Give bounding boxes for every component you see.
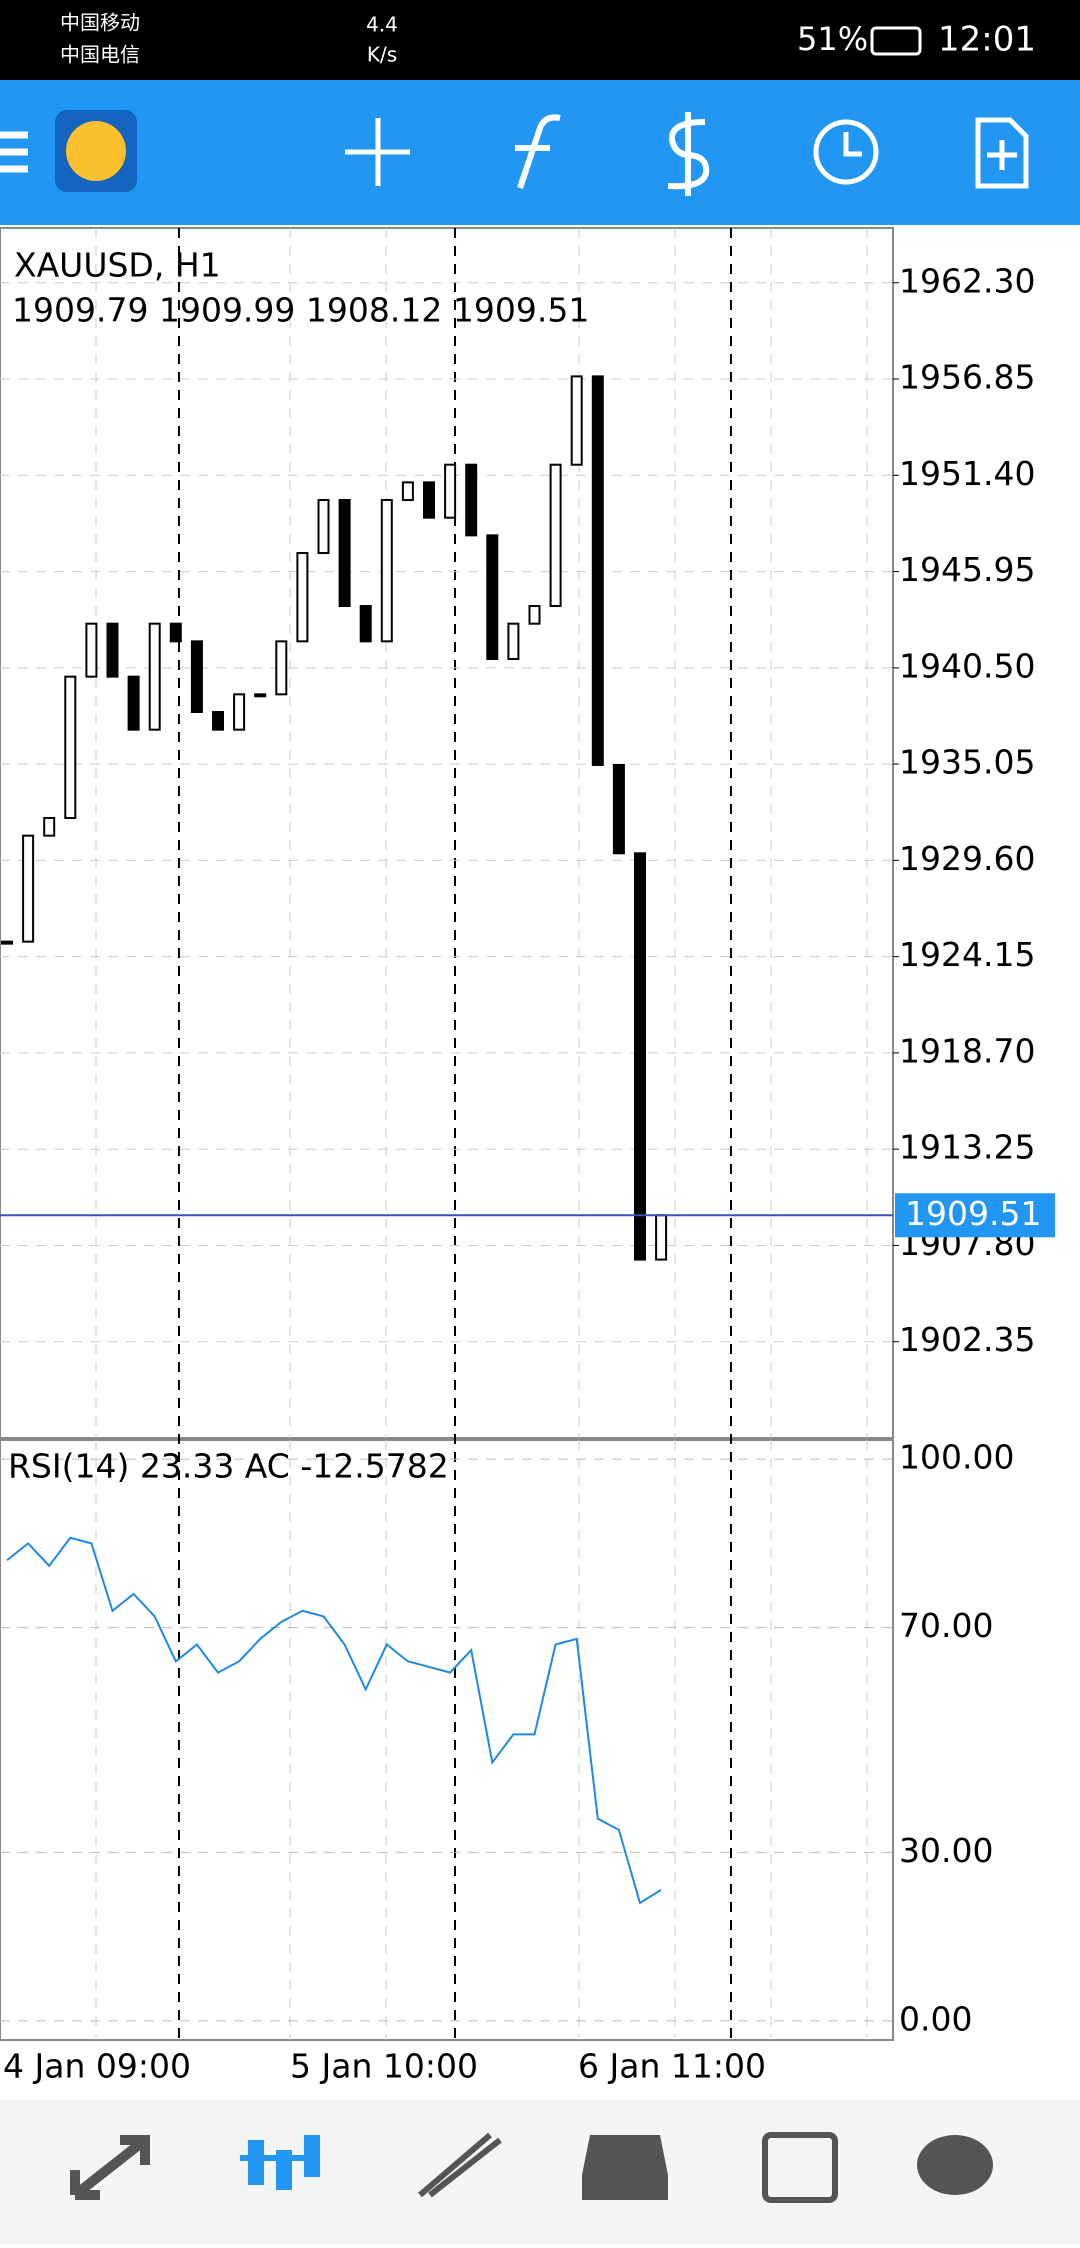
x-tick-label: 6 Jan 11:00 (578, 2047, 766, 2086)
y-tick-label: 1945.95 (899, 550, 1035, 589)
candle (233, 693, 246, 731)
candle (465, 463, 478, 537)
candle (317, 499, 330, 555)
history-button[interactable] (813, 119, 879, 185)
y-tick-label: 1924.15 (899, 935, 1035, 974)
y-tick-label: 70.00 (899, 1606, 993, 1645)
battery: 51% (797, 20, 868, 58)
ohlc-values: 1909.79 1909.99 1908.12 1909.51 (12, 291, 589, 330)
chart: 1962.30 1956.85 1951.40 1945.95 1940.50 1935.… (0, 227, 1055, 2086)
news-tab[interactable] (762, 2132, 838, 2203)
current-price-box (895, 1193, 1055, 1238)
app-logo-mark (66, 121, 126, 181)
symbol-title: XAUUSD, H1 (14, 246, 221, 285)
y-tick-label: 0.00 (899, 1999, 972, 2038)
y-tick-label: 1940.50 (899, 646, 1035, 685)
chart-tab[interactable] (240, 2135, 320, 2190)
rsi-label: RSI(14) 23.33 AC -12.5782 (8, 1447, 449, 1486)
candle (634, 852, 646, 1261)
candle (549, 463, 562, 608)
rsi-panel (0, 1439, 894, 2041)
candle (106, 622, 119, 678)
candle (212, 711, 224, 731)
candle (190, 640, 203, 714)
candle (486, 534, 499, 661)
candle (254, 693, 267, 698)
candle (22, 834, 35, 943)
candle (275, 640, 288, 696)
trade-tab[interactable] (418, 2132, 502, 2198)
x-tick-label: 5 Jan 10:00 (290, 2047, 478, 2086)
y-tick-label: 100.00 (899, 1438, 1014, 1477)
candle (423, 481, 435, 519)
y-tick-label: 30.00 (899, 1831, 993, 1870)
candle (64, 675, 77, 819)
y-tick-label: 1956.85 (899, 358, 1035, 397)
new-order-button[interactable] (975, 117, 1029, 189)
net-speed-unit: K/s (367, 43, 397, 67)
candle (401, 481, 414, 502)
y-tick-label: 1913.25 (899, 1128, 1035, 1167)
candle (591, 375, 604, 766)
candle (528, 605, 541, 625)
indicators-button[interactable] (515, 114, 561, 189)
y-tick-label: 1951.40 (899, 454, 1035, 493)
y-tick-label: 1902.35 (899, 1320, 1035, 1359)
y-tick-label: 1935.05 (899, 743, 1035, 782)
candle (296, 552, 309, 643)
candle (359, 605, 372, 643)
battery-icon (870, 26, 922, 56)
rsi-line (6, 1536, 662, 1905)
history-tab[interactable] (582, 2135, 668, 2200)
x-tick-label: 4 Jan 09:00 (3, 2047, 191, 2086)
candle (1, 940, 13, 945)
candle (507, 622, 520, 661)
candle (127, 675, 140, 731)
clock: 12:01 (938, 20, 1036, 60)
crosshair-button[interactable] (345, 118, 410, 186)
candle (338, 499, 351, 608)
candle (148, 622, 161, 731)
net-speed: 4.4 (366, 13, 398, 37)
y-tick-label: 1962.30 (899, 261, 1035, 300)
carrier: 中国电信 (60, 43, 140, 67)
candle (655, 1214, 668, 1261)
bottom-nav (0, 2100, 1080, 2244)
carrier: 中国移动 (60, 11, 140, 35)
candle (380, 499, 393, 643)
candle (570, 375, 583, 466)
y-tick-label: 1918.70 (899, 1031, 1035, 1070)
candle (43, 816, 56, 837)
menu-button[interactable] (0, 131, 28, 173)
candle (169, 622, 182, 643)
chat-tab[interactable] (917, 2135, 993, 2195)
candle (612, 763, 625, 855)
price-panel (0, 227, 894, 1439)
toolbar (0, 80, 1080, 225)
current-price-label: 1909.51 (905, 1194, 1041, 1233)
trade-button[interactable] (667, 112, 710, 196)
y-tick-label: 1929.60 (899, 839, 1035, 878)
candle (85, 622, 98, 678)
status-bar (0, 0, 1080, 80)
quotes-tab[interactable] (70, 2135, 150, 2200)
candle (444, 463, 457, 519)
